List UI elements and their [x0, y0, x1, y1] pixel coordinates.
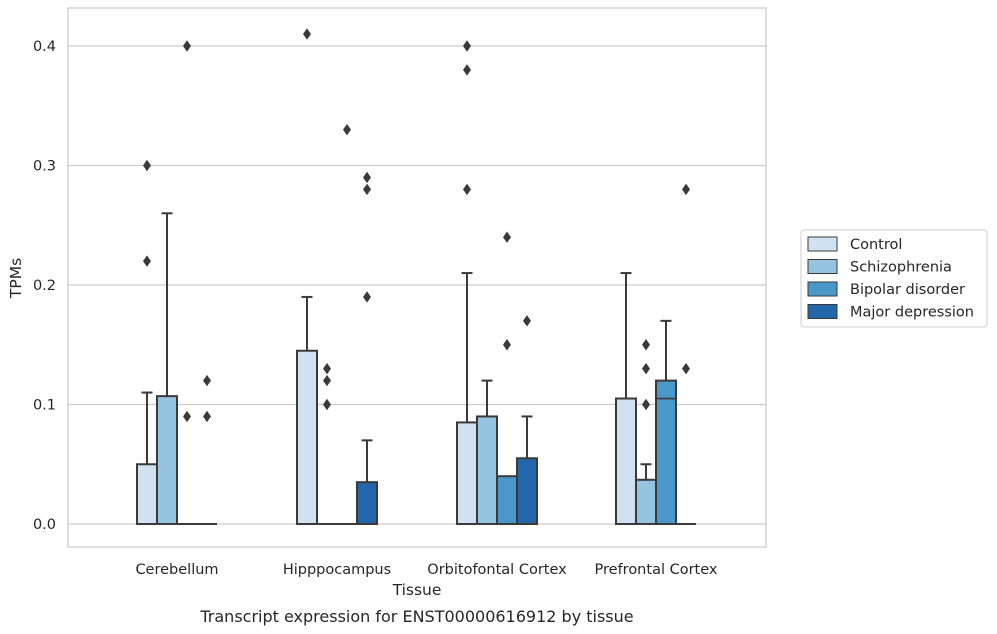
plot-area	[136, 28, 696, 526]
outlier-point	[682, 362, 690, 375]
x-tick-label: Prefrontal Cortex	[595, 562, 718, 578]
legend-label: Control	[850, 237, 902, 253]
outlier-point	[183, 40, 191, 52]
x-tick-labels: Cerebellum Hipppocampus Orbitofontal Corte…	[135, 562, 717, 578]
outlier-point	[363, 291, 371, 303]
legend-label: Bipolar disorder	[850, 282, 965, 298]
y-tick-label: 0.2	[33, 278, 56, 294]
outlier-point	[463, 40, 471, 52]
bar	[136, 463, 158, 525]
outlier-point	[503, 339, 511, 351]
y-tick-label: 0.0	[33, 517, 56, 533]
legend-item: Control	[807, 236, 902, 253]
legend-item: Major depression	[807, 304, 974, 321]
legend-swatch	[807, 236, 838, 252]
legend-frame	[800, 229, 988, 328]
y-tick-label: 0.3	[33, 159, 56, 175]
series-control	[136, 28, 637, 525]
legend-label: Major depression	[850, 305, 974, 321]
x-tick-label: Orbitofontal Cortex	[427, 562, 567, 578]
bar	[615, 397, 637, 525]
bar	[156, 395, 178, 526]
bar	[456, 421, 478, 525]
y-tick-label: 0.4	[33, 39, 56, 55]
outlier-point	[323, 374, 331, 387]
legend-label: Schizophrenia	[850, 260, 952, 276]
outlier-point	[363, 171, 371, 184]
outlier-point	[363, 183, 371, 196]
x-tick-label: Hipppocampus	[283, 562, 391, 578]
outlier-point	[463, 183, 471, 196]
y-tick-label: 0.1	[33, 398, 56, 414]
outlier-point	[343, 123, 351, 136]
outlier-point	[203, 410, 211, 423]
outlier-point	[323, 362, 331, 375]
legend-swatch	[807, 304, 838, 319]
plot-frame	[67, 7, 767, 548]
legend-item: Schizophrenia	[807, 259, 952, 276]
outlier-point	[642, 339, 650, 351]
bar	[296, 349, 318, 525]
bar	[356, 481, 378, 525]
legend-swatch	[807, 281, 838, 297]
outlier-point	[183, 410, 191, 423]
bar	[476, 415, 498, 526]
outlier-point	[143, 255, 151, 267]
outlier-point	[642, 362, 650, 375]
bar	[635, 478, 657, 526]
series-schizophrenia	[156, 212, 657, 526]
x-tick-label: Cerebellum	[135, 562, 218, 578]
legend-item: Bipolar disorder	[807, 281, 965, 298]
series-bipolar-disorder	[177, 40, 677, 526]
bar	[655, 379, 677, 525]
legend-swatch	[807, 259, 838, 274]
chart-caption: Transcript expression for ENST0000061691…	[199, 607, 633, 626]
y-axis-label: TPMs	[7, 258, 25, 299]
outlier-point	[323, 398, 331, 411]
y-tick-labels: 0.0 0.1 0.2 0.3 0.4	[33, 39, 56, 533]
outlier-point	[143, 159, 151, 172]
outlier-point	[642, 398, 650, 411]
x-axis-label: Tissue	[392, 581, 442, 599]
bar	[516, 457, 538, 525]
outlier-point	[303, 28, 311, 40]
outlier-point	[203, 374, 211, 387]
outlier-point	[682, 183, 690, 196]
legend: Control Schizophrenia Bipolar disorder Majo…	[800, 229, 988, 328]
bar	[496, 475, 518, 526]
outlier-point	[503, 231, 511, 243]
series-major-depression	[197, 171, 696, 525]
outlier-point	[523, 315, 531, 327]
outlier-point	[463, 64, 471, 76]
